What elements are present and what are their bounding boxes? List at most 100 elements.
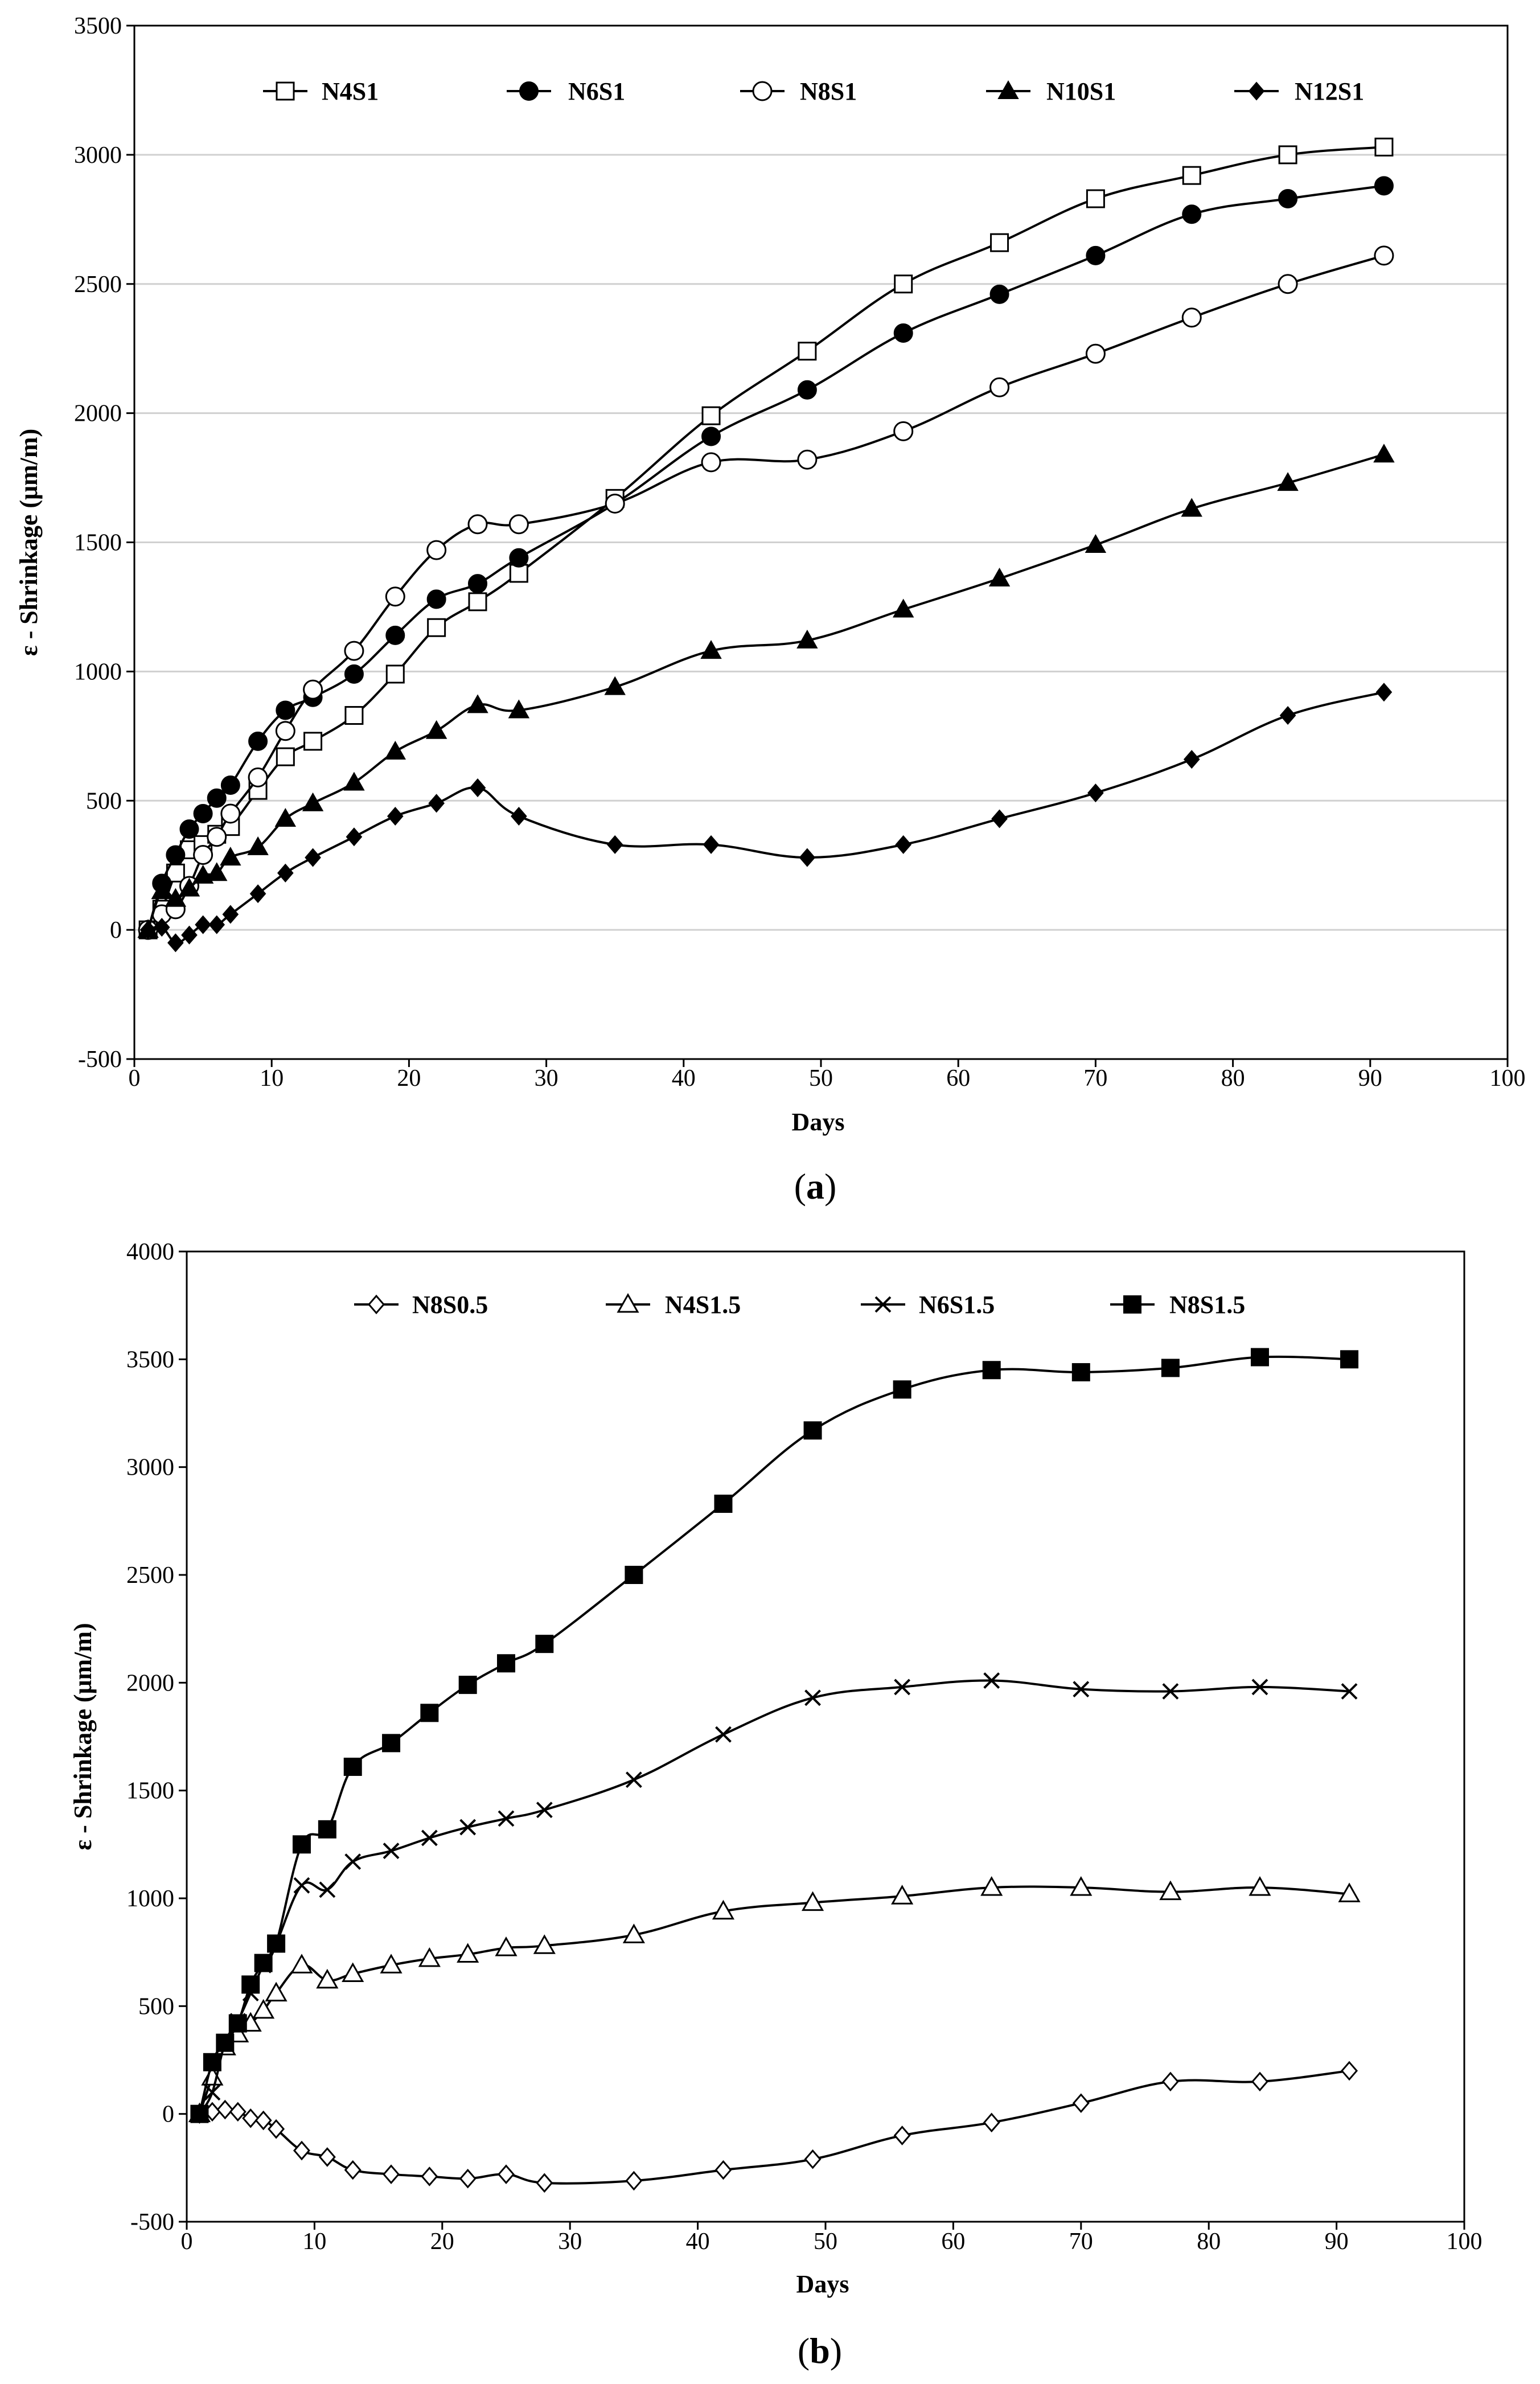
data-point bbox=[344, 664, 364, 684]
data-point bbox=[701, 406, 721, 425]
data-point bbox=[254, 1954, 273, 1972]
legend-item: N10S1 bbox=[986, 77, 1116, 105]
data-point bbox=[383, 2164, 400, 2184]
series-line bbox=[198, 1679, 1350, 2115]
data-point bbox=[427, 618, 446, 637]
data-point bbox=[190, 2104, 209, 2123]
data-point bbox=[208, 915, 225, 934]
series-N12S1 bbox=[139, 683, 1393, 953]
data-point bbox=[895, 835, 912, 854]
data-point bbox=[426, 540, 447, 560]
legend-item: N4S1 bbox=[263, 77, 379, 105]
data-point bbox=[206, 862, 228, 881]
data-point bbox=[606, 835, 623, 854]
data-point bbox=[290, 1954, 313, 1973]
data-point bbox=[1341, 2061, 1358, 2081]
data-point bbox=[193, 803, 213, 823]
x-tick-label: 40 bbox=[686, 2229, 710, 2255]
data-point bbox=[385, 625, 405, 645]
data-point bbox=[1277, 472, 1299, 491]
legend-item: N8S1.5 bbox=[1110, 1291, 1245, 1319]
x-axis-title: Days bbox=[796, 2270, 849, 2298]
data-point bbox=[425, 720, 447, 739]
data-point bbox=[421, 2166, 438, 2186]
data-point bbox=[380, 1954, 403, 1973]
x-tick-label: 60 bbox=[946, 1065, 970, 1092]
legend: N4S1 N6S1 N8S1 N10S1 N12S1 bbox=[263, 77, 1364, 105]
data-point bbox=[459, 1819, 477, 1836]
legend-label: N10S1 bbox=[1046, 77, 1116, 105]
legend-label: N12S1 bbox=[1295, 77, 1364, 105]
y-axis-title: ε - Shrinkage (μm/m) bbox=[69, 1623, 97, 1850]
y-tick-label: 2500 bbox=[126, 1562, 174, 1589]
data-point bbox=[248, 767, 268, 787]
data-point bbox=[292, 1835, 311, 1854]
data-point bbox=[803, 1421, 822, 1440]
data-point bbox=[1182, 166, 1201, 185]
data-point bbox=[1278, 274, 1298, 294]
data-point bbox=[383, 1843, 400, 1860]
data-point bbox=[387, 806, 404, 826]
legend-marker bbox=[1248, 81, 1265, 101]
data-point bbox=[303, 732, 323, 751]
data-point bbox=[153, 918, 170, 937]
panel-paren-open: ( bbox=[794, 1166, 806, 1207]
y-tick-label: 0 bbox=[162, 2102, 174, 2128]
data-point bbox=[384, 741, 406, 760]
data-point bbox=[1070, 1876, 1093, 1896]
y-tick-label: 3000 bbox=[126, 1455, 174, 1481]
data-point bbox=[228, 2014, 247, 2033]
x-tick-label: 20 bbox=[430, 2229, 454, 2255]
y-tick-label: -500 bbox=[130, 2209, 174, 2235]
data-point bbox=[991, 809, 1008, 828]
data-point bbox=[625, 1771, 642, 1788]
y-tick-label: 1000 bbox=[74, 659, 122, 685]
x-tick-label: 30 bbox=[558, 2229, 582, 2255]
data-point bbox=[497, 1654, 515, 1673]
data-point bbox=[622, 1923, 645, 1943]
data-point bbox=[220, 775, 240, 795]
data-point bbox=[344, 641, 364, 661]
legend-marker bbox=[617, 1292, 639, 1313]
data-point bbox=[625, 1566, 643, 1584]
data-point bbox=[1181, 498, 1202, 517]
legend: N8S0.5 N4S1.5 N6S1.5 N8S1.5 bbox=[354, 1291, 1245, 1319]
y-tick-label: -500 bbox=[78, 1047, 122, 1073]
y-tick-label: 1000 bbox=[126, 1886, 174, 1912]
data-point bbox=[222, 905, 239, 924]
data-point bbox=[344, 1853, 362, 1870]
data-point bbox=[343, 1758, 362, 1776]
data-point bbox=[242, 2108, 260, 2128]
x-axis-title: Days bbox=[792, 1108, 845, 1136]
legend-marker bbox=[997, 80, 1019, 99]
y-tick-label: 3500 bbox=[126, 1347, 174, 1373]
legend-item: N8S1 bbox=[740, 77, 857, 105]
data-point bbox=[277, 863, 294, 883]
data-point bbox=[249, 884, 266, 904]
data-point bbox=[343, 772, 365, 791]
data-point bbox=[804, 2149, 822, 2169]
data-point bbox=[421, 1829, 438, 1847]
data-point bbox=[893, 598, 914, 618]
data-point bbox=[459, 2168, 477, 2189]
data-point bbox=[989, 377, 1010, 397]
data-point bbox=[167, 933, 184, 953]
legend-marker bbox=[874, 1296, 892, 1313]
data-point bbox=[139, 920, 157, 939]
data-point bbox=[1159, 1880, 1182, 1901]
x-tick-label: 90 bbox=[1358, 1065, 1382, 1092]
legend-item: N12S1 bbox=[1234, 77, 1364, 105]
data-point bbox=[801, 1891, 824, 1911]
legend-item: N8S0.5 bbox=[354, 1291, 488, 1319]
data-point bbox=[252, 1999, 275, 2019]
data-point bbox=[1374, 137, 1394, 157]
data-point bbox=[267, 1934, 286, 1953]
legend-marker bbox=[519, 81, 539, 101]
data-point bbox=[1374, 176, 1394, 196]
data-point bbox=[468, 592, 487, 612]
data-point bbox=[216, 2033, 235, 2052]
panel-paren-open: ( bbox=[798, 2330, 810, 2371]
data-point bbox=[1181, 307, 1202, 328]
y-tick-label: 2000 bbox=[126, 1670, 174, 1696]
x-tick-label: 30 bbox=[535, 1065, 558, 1092]
